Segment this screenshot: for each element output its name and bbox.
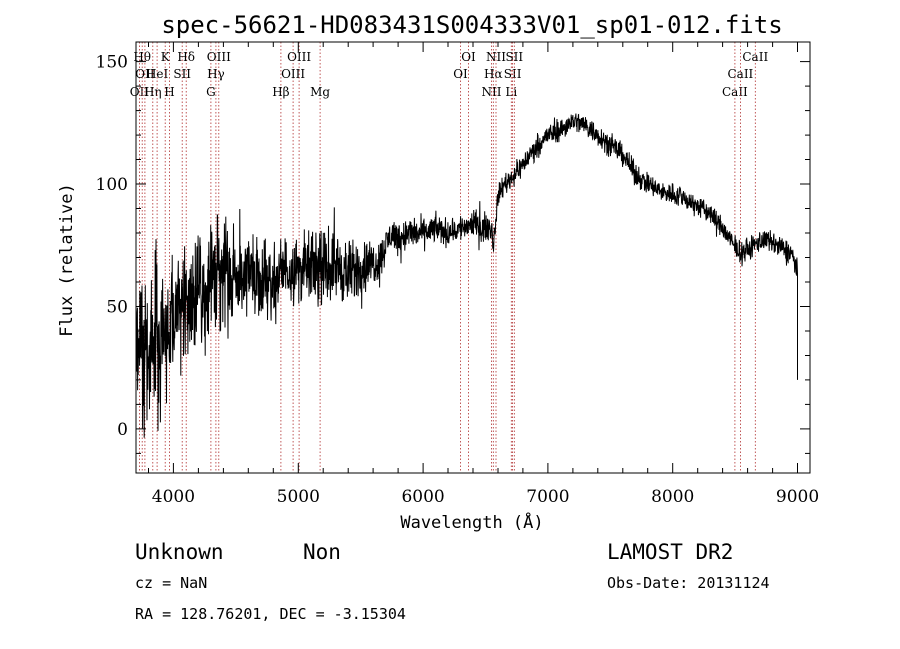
line-marker-label: OI — [453, 67, 468, 81]
line-marker-label: G — [206, 85, 216, 99]
line-marker-label: OIII — [287, 50, 311, 64]
line-marker-label: OII — [135, 67, 155, 81]
line-marker-label: K — [161, 50, 171, 64]
line-marker-label: Hβ — [272, 85, 289, 99]
x-tick-label: 4000 — [152, 487, 195, 507]
obs-date-label: Obs-Date: 20131124 — [607, 574, 770, 592]
coords-label: RA = 128.76201, DEC = -3.15304 — [135, 605, 406, 623]
x-tick-label: 8000 — [651, 487, 694, 507]
line-marker-label: OII — [130, 85, 150, 99]
x-tick-label: 5000 — [277, 487, 320, 507]
line-marker-label: Hη — [144, 85, 162, 99]
x-axis-ticks: 4000 5000 6000 7000 8000 9000 — [148, 42, 819, 507]
cz-label: cz = NaN — [135, 574, 207, 592]
line-marker-label: NII — [482, 85, 502, 99]
x-tick-label: 7000 — [526, 487, 569, 507]
subclass-label: Non — [303, 540, 341, 564]
survey-label: LAMOST DR2 — [607, 540, 733, 564]
line-marker-label: SII — [173, 67, 191, 81]
y-tick-label: 100 — [96, 175, 128, 195]
line-marker-label: Hγ — [207, 67, 225, 81]
line-marker-label: Mg — [310, 85, 330, 99]
line-marker-label: CaII — [742, 50, 768, 64]
plot-frame — [135, 41, 811, 474]
line-marker-label: SII — [505, 50, 523, 64]
y-axis-label: Flux (relative) — [57, 183, 77, 337]
line-marker-label: HeI — [146, 67, 169, 81]
y-tick-label: 150 — [96, 53, 128, 73]
line-marker-label: OIII — [281, 67, 305, 81]
line-marker-label: Hδ — [177, 50, 195, 64]
y-axis-ticks: 0 50 100 150 — [96, 53, 810, 454]
x-axis-label: Wavelength (Å) — [400, 511, 543, 533]
class-label: Unknown — [135, 540, 224, 564]
line-marker-label: H — [164, 85, 174, 99]
x-tick-label: 9000 — [776, 487, 819, 507]
emission-lines: OIIHθOIIHηHeIKHSIIHδGHγOIIIHβOIIIOIIIMgO… — [130, 42, 768, 473]
line-marker-label: OI — [461, 50, 476, 64]
line-marker-label: CaII — [727, 67, 753, 81]
line-marker-label: SII — [504, 67, 522, 81]
x-tick-label: 6000 — [401, 487, 444, 507]
line-marker-label: NII — [486, 50, 506, 64]
line-marker-label: OIII — [207, 50, 231, 64]
line-marker-label: Hα — [484, 67, 503, 81]
line-marker-label: CaII — [722, 85, 748, 99]
line-marker-label: Hθ — [133, 50, 151, 64]
y-tick-label: 50 — [106, 297, 128, 317]
line-marker-label: Li — [505, 85, 517, 99]
chart-title: spec-56621-HD083431S004333V01_sp01-012.f… — [161, 11, 782, 39]
y-tick-label: 0 — [117, 420, 128, 440]
spectrum-series-line — [135, 113, 798, 438]
